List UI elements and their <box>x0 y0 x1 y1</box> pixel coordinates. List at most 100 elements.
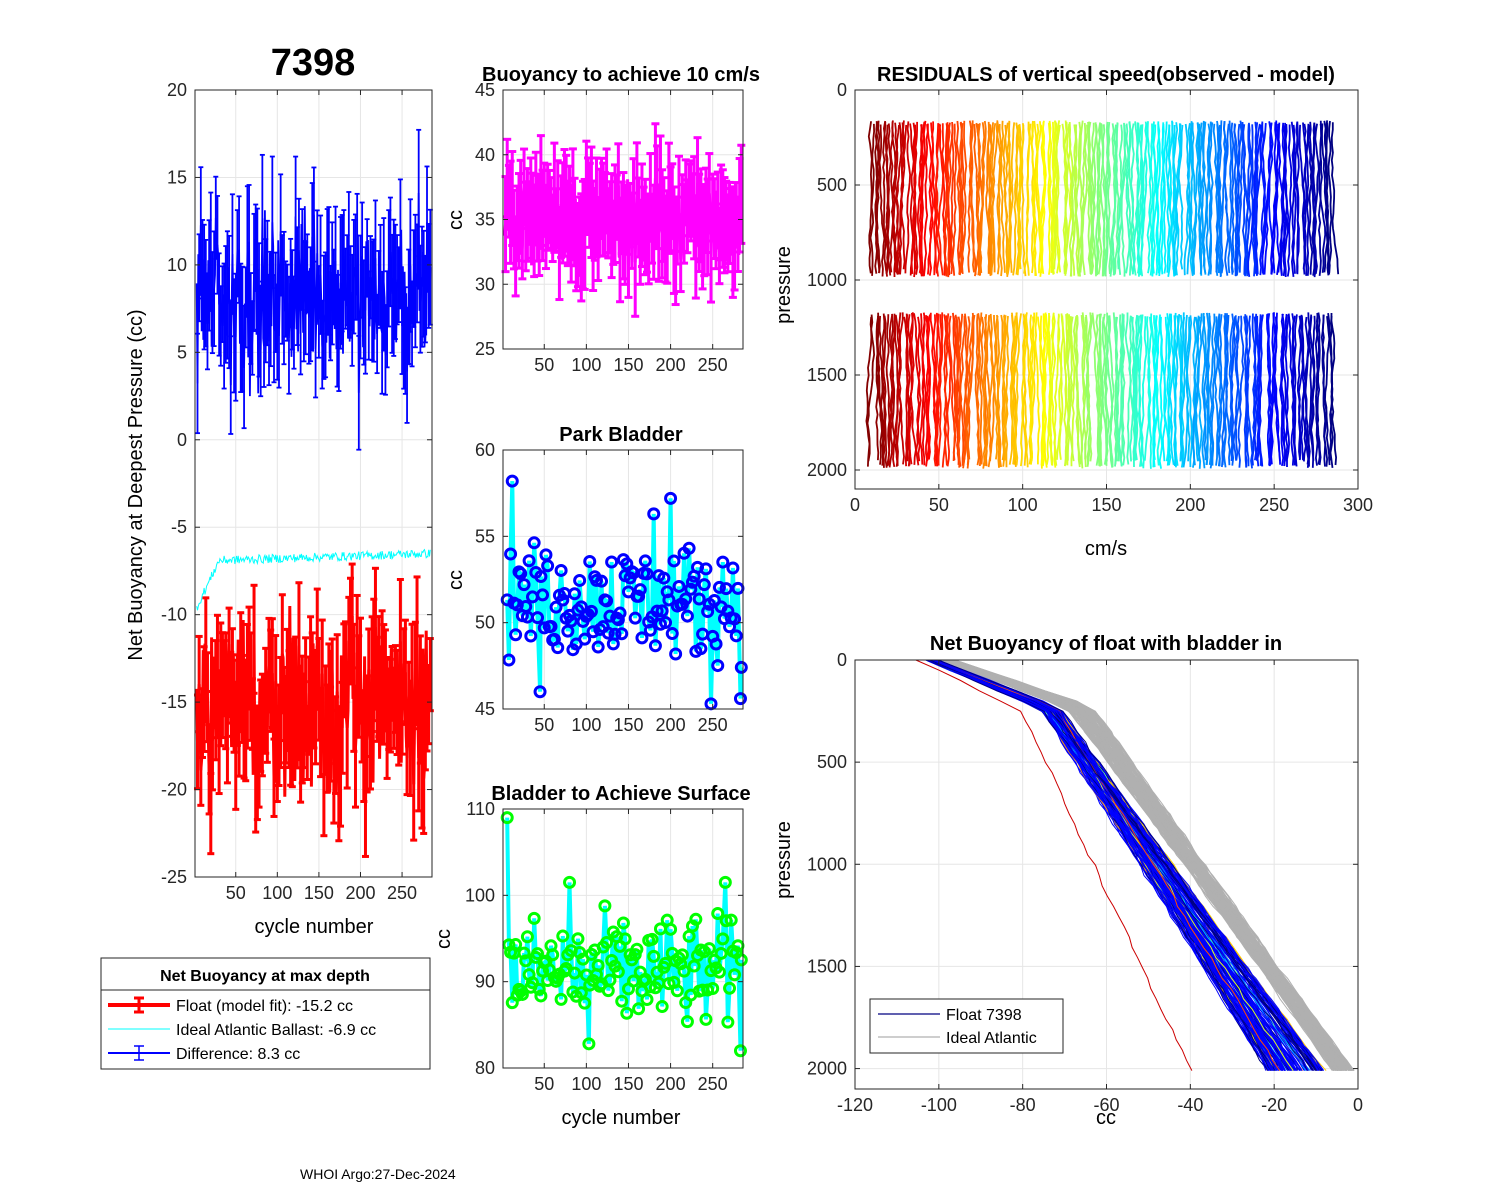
ideal-ballast-line <box>196 548 431 611</box>
residual-profile-line <box>1152 314 1161 467</box>
residual-profile-line <box>1101 316 1108 462</box>
p4-xtick-label: 100 <box>571 1074 601 1094</box>
residual-profile-line <box>1296 314 1303 460</box>
p1-ytick-label: 10 <box>167 255 187 275</box>
park-bladder-marker <box>672 579 686 593</box>
residual-profile-line <box>945 125 954 278</box>
residual-profile-line <box>1020 314 1029 467</box>
park-bladder-marker <box>605 555 619 569</box>
residual-profile-line <box>1217 124 1223 278</box>
p5-xtick-label: 0 <box>850 495 860 515</box>
p3-ytick-label: 45 <box>475 699 495 719</box>
p5-ytick-label: 1500 <box>807 365 847 385</box>
float-profile <box>929 659 1311 1071</box>
bladder-surface-marker <box>721 1015 735 1029</box>
residual-profile-line <box>1017 124 1025 270</box>
bladder-surface-marker <box>556 929 570 943</box>
p1-ytick-label: 0 <box>177 430 187 450</box>
residual-profile-line <box>1213 313 1221 466</box>
p3-axes-box <box>502 449 744 710</box>
p3-xtick-label: 100 <box>571 715 601 735</box>
residual-profile-line <box>1184 314 1193 468</box>
profiles-panel: Net Buoyancy of float with bladder in -1… <box>773 633 1363 1129</box>
residual-profile-line <box>1191 313 1203 466</box>
park-bladder-marker <box>647 507 661 521</box>
bladder-surface-marker <box>719 914 733 928</box>
p1-ytick-label: 5 <box>177 342 187 362</box>
residual-profile-line <box>921 316 929 462</box>
bladder-surface-marker <box>527 911 541 925</box>
residual-profile-line <box>999 120 1006 273</box>
residual-profile-line <box>975 123 981 276</box>
residual-profile-line <box>1131 122 1141 275</box>
residual-profile-line <box>1193 316 1202 469</box>
p4-xtick-label: 250 <box>698 1074 728 1094</box>
residual-profile-line <box>1273 316 1281 462</box>
park-bladder-marker <box>586 625 600 639</box>
residual-profile-line <box>1208 122 1214 275</box>
residual-profile-line <box>1234 123 1241 277</box>
residual-profile-line <box>957 315 966 468</box>
park-bladder-marker <box>733 692 747 706</box>
p2-xtick-label: 50 <box>534 355 554 375</box>
residual-profile-line <box>1133 315 1140 461</box>
residual-profile-line <box>1056 315 1065 460</box>
float-profile <box>928 659 1286 1071</box>
ideal-atlantic-profile <box>941 659 1339 1071</box>
p5-xtick-label: 100 <box>1008 495 1038 515</box>
p3-title: Park Bladder <box>559 424 683 446</box>
p3-ylabel: cc <box>445 570 467 590</box>
float-profile <box>931 659 1292 1071</box>
residual-profile-line <box>1324 122 1331 275</box>
residual-profile-line <box>1040 313 1046 466</box>
bladder-surface-marker <box>689 912 703 926</box>
park-bladder-marker <box>665 627 679 641</box>
p5-ytick-label: 500 <box>817 175 847 195</box>
p5-ytick-label: 2000 <box>807 460 847 480</box>
p2-ylabel: cc <box>445 210 467 230</box>
residual-profile-line <box>885 314 891 467</box>
ideal-atlantic-profile <box>939 659 1347 1071</box>
p5-ylabel: pressure <box>773 246 795 324</box>
residual-profile-line <box>1034 312 1041 465</box>
residual-profile-line <box>882 121 888 275</box>
park-bladder-marker <box>578 632 592 646</box>
residual-profile-line <box>979 120 987 274</box>
bladder-surface-marker <box>520 930 534 944</box>
residual-profile-line <box>1053 124 1061 270</box>
bladder-surface-marker <box>714 946 728 960</box>
residual-profile-line <box>959 121 965 274</box>
p5-ytick-label: 0 <box>837 80 847 100</box>
p2-axes-box <box>502 89 744 350</box>
residual-profile-line <box>1282 123 1288 277</box>
bladder-surface-marker <box>532 982 546 996</box>
residual-profile-line <box>1234 315 1240 461</box>
bladder-surface-marker <box>723 981 737 995</box>
p2-ytick-label: 25 <box>475 339 495 359</box>
p2-xtick-label: 200 <box>656 355 686 375</box>
residual-profile-line <box>1220 121 1227 274</box>
residual-profile-line <box>1176 315 1185 468</box>
residual-profile-line <box>990 123 997 276</box>
residual-profile-line <box>1279 313 1288 467</box>
p1-ytick-label: -15 <box>161 692 187 712</box>
residual-profile-line <box>1162 121 1168 274</box>
p1-xtick-label: 200 <box>345 883 375 903</box>
bladder-surface-marker <box>591 958 605 972</box>
bladder-surface-marker <box>500 811 514 825</box>
residual-profile-line <box>1223 123 1230 276</box>
p3-xtick-label: 50 <box>534 715 554 735</box>
park-bladder-marker <box>680 609 694 623</box>
residual-profile-line <box>1007 121 1012 274</box>
residual-profile-line <box>1041 314 1049 467</box>
residual-profile-line <box>1237 315 1245 468</box>
residual-profile-line <box>916 124 924 277</box>
residual-profile-line <box>1230 122 1235 275</box>
p4-ytick-label: 110 <box>466 799 495 819</box>
residual-profile-line <box>888 315 895 468</box>
p5-xtick-label: 50 <box>929 495 949 515</box>
residual-profile-line <box>1310 315 1316 468</box>
bladder-surface-marker <box>724 913 738 927</box>
residual-profile-line <box>910 121 918 274</box>
bladder-surface-marker <box>712 965 726 979</box>
